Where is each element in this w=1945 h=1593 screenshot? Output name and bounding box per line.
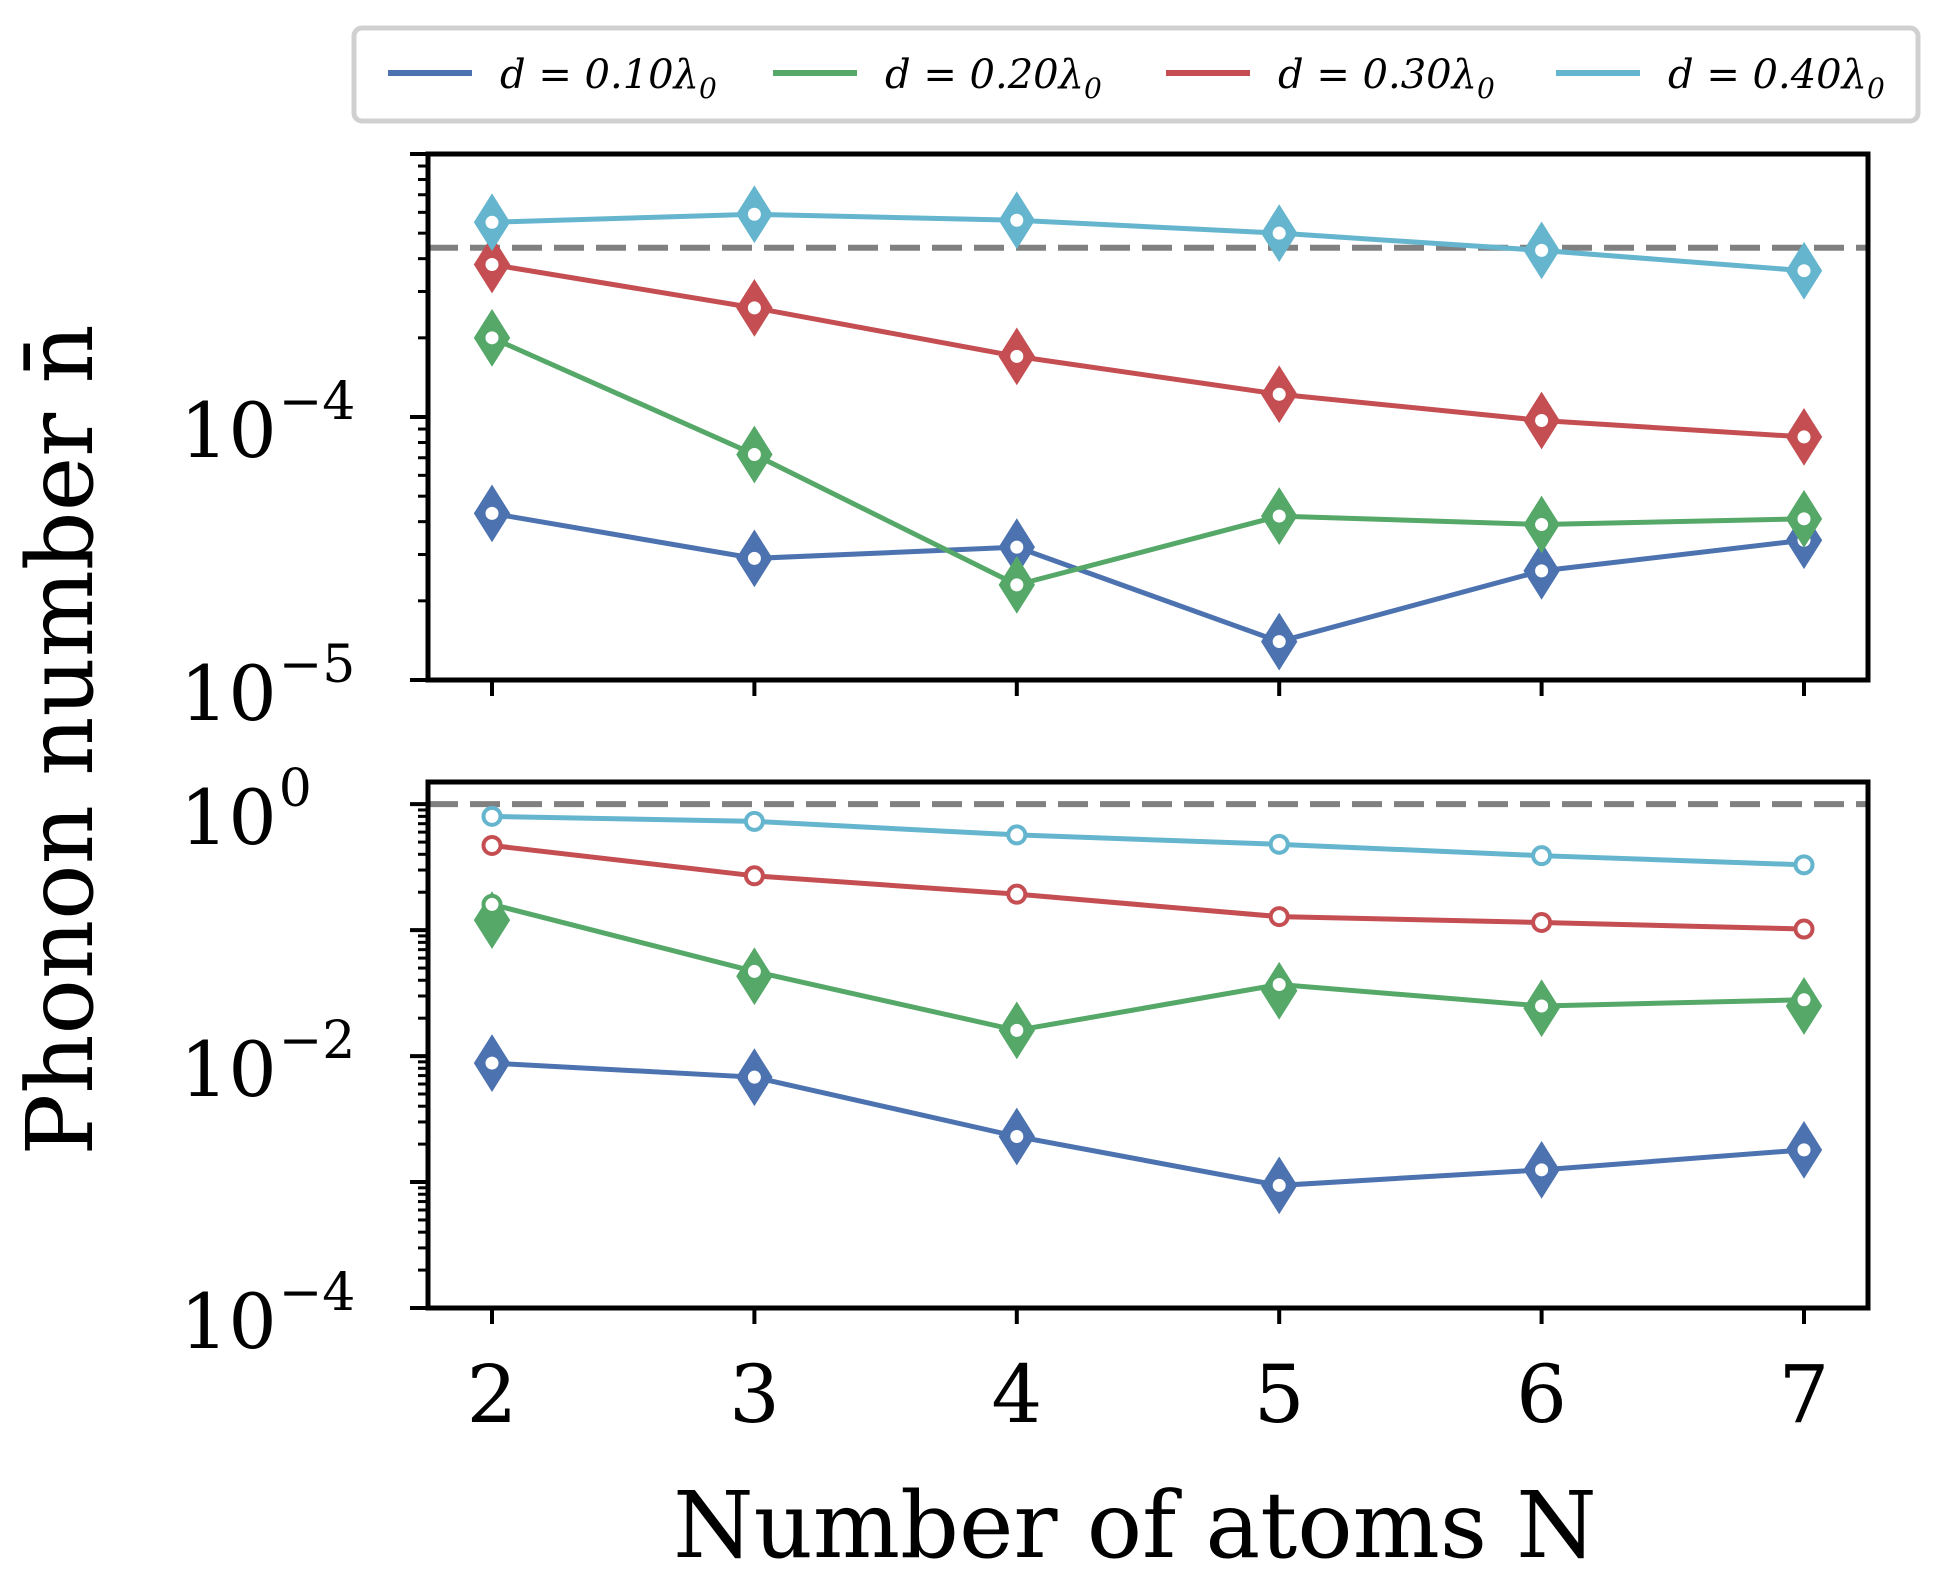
circle-marker [1793, 918, 1815, 940]
circle-marker [1006, 574, 1028, 596]
circle-marker [743, 1066, 765, 1088]
circle-marker [1531, 239, 1553, 261]
series-d=0.10λ0 [473, 484, 1823, 671]
x-tick-label: 4 [991, 1348, 1042, 1441]
y-tick-exponent: −4 [279, 372, 356, 432]
circle-marker [1268, 974, 1290, 996]
circle-marker [1793, 260, 1815, 282]
circle-marker [1006, 209, 1028, 231]
y-tick-label: 10−4 [180, 1263, 355, 1366]
circle-marker [1268, 906, 1290, 928]
circle-marker [1268, 833, 1290, 855]
series-d=0.10λ0 [473, 1034, 1823, 1215]
circle-marker [481, 327, 503, 349]
circle-marker [481, 502, 503, 524]
circle-marker [743, 297, 765, 319]
x-axis-tick-labels: 2 3 4 5 6 7 [467, 1348, 1830, 1441]
y-tick-exponent: 0 [279, 759, 312, 819]
circle-marker [1006, 1125, 1028, 1147]
circle-marker [481, 805, 503, 827]
legend-subscript: 0 [1867, 72, 1885, 105]
circle-marker [1531, 995, 1553, 1017]
x-tick-label: 7 [1779, 1348, 1830, 1441]
series-d=0.20λ0 [473, 308, 1823, 614]
x-axis-title: Number of atoms N [673, 1472, 1597, 1579]
legend-box [351, 25, 1921, 124]
circle-marker [481, 1052, 503, 1074]
legend-label: d = 0.20λ0 [885, 52, 1102, 105]
circle-marker [1531, 911, 1553, 933]
series-line [491, 262, 1805, 440]
circle-marker [743, 810, 765, 832]
legend-label: d = 0.40λ0 [1668, 52, 1885, 105]
series-line [491, 510, 1805, 645]
circle-marker [743, 865, 765, 887]
circle-marker [481, 211, 503, 233]
circle-marker [1793, 854, 1815, 876]
y-tick-label: 10−2 [180, 1011, 355, 1114]
legend-label: d = 0.10λ0 [500, 52, 717, 105]
series-line [491, 211, 1805, 274]
legend-subscript: 0 [1084, 72, 1102, 105]
bottom-panel: 10−4 10−2 100 [180, 759, 1871, 1366]
plot-frame [425, 779, 1871, 1311]
series-line [490, 335, 1805, 588]
circle-marker [743, 203, 765, 225]
circle-marker [1531, 560, 1553, 582]
circle-marker [1793, 508, 1815, 530]
x-tick-label: 2 [467, 1348, 518, 1441]
top-panel: 10−5 10−4 [180, 151, 1871, 738]
x-tick-label: 5 [1254, 1348, 1305, 1441]
circle-marker [1268, 222, 1290, 244]
series-d=0.40λ0 [473, 185, 1823, 300]
series-line [491, 1060, 1805, 1188]
y-tick-label: 10−4 [180, 372, 355, 475]
series-d=0.30λ0 [473, 235, 1823, 466]
circle-marker [1006, 345, 1028, 367]
legend: d = 0.10λ0 d = 0.20λ0 d = 0.30λ0 d = 0.40λ0 [351, 25, 1921, 124]
legend-label: d = 0.30λ0 [1278, 52, 1495, 105]
series-d=0.40λ0 [481, 805, 1815, 876]
circle-marker [1268, 1174, 1290, 1196]
circle-marker [1793, 989, 1815, 1011]
circle-marker [1793, 426, 1815, 448]
circle-marker [481, 834, 503, 856]
circle-marker [1531, 409, 1553, 431]
circle-marker [1268, 505, 1290, 527]
series-d=0.30λ0 [481, 834, 1815, 940]
y-tick-label: 10−5 [180, 635, 355, 738]
legend-subscript: 0 [699, 72, 717, 105]
circle-marker [1268, 631, 1290, 653]
circle-marker [1006, 824, 1028, 846]
circle-marker [1531, 1159, 1553, 1181]
x-tick-label: 6 [1516, 1348, 1567, 1441]
y-tick-label: 100 [180, 759, 312, 862]
circle-marker [1531, 845, 1553, 867]
y-axis-title: Phonon number n̄ [7, 324, 114, 1155]
circle-marker [1268, 383, 1290, 405]
circle-marker [1531, 514, 1553, 536]
x-tick-label: 3 [729, 1348, 780, 1441]
circle-marker [743, 444, 765, 466]
circle-marker [1793, 1139, 1815, 1161]
series-line [491, 813, 1805, 868]
circle-marker [1006, 1019, 1028, 1041]
y-tick-exponent: −4 [279, 1263, 356, 1323]
circle-marker [481, 893, 503, 915]
legend-subscript: 0 [1477, 72, 1495, 105]
circle-marker [1006, 536, 1028, 558]
series-d=0.20λ0 [473, 891, 1823, 1060]
circle-marker [743, 547, 765, 569]
y-tick-exponent: −5 [279, 635, 356, 695]
circle-marker [743, 960, 765, 982]
circle-marker [1006, 883, 1028, 905]
series-line [491, 842, 1805, 932]
circle-marker [481, 254, 503, 276]
y-tick-exponent: −2 [279, 1011, 356, 1071]
series-line [491, 902, 1805, 1033]
plot-frame [425, 151, 1871, 683]
